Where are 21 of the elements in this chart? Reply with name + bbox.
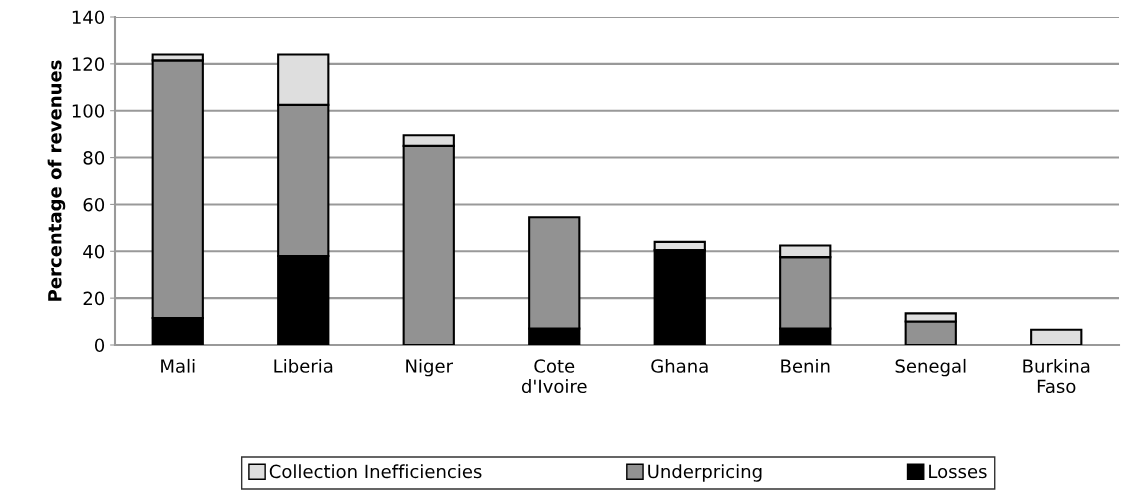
y-tick-label: 80 bbox=[83, 151, 105, 165]
bar bbox=[1030, 328, 1083, 345]
x-tick-label: Mali bbox=[161, 358, 195, 373]
y-tick-label: 60 bbox=[83, 197, 105, 212]
x-tick-label: Ghana bbox=[651, 358, 708, 373]
x-tick-label: Benin bbox=[781, 358, 830, 373]
legend-label: Losses bbox=[929, 464, 987, 479]
legend-label: Collection Inefficiencies bbox=[269, 464, 482, 479]
x-tick-label: Niger bbox=[406, 358, 454, 377]
y-tick-label: 40 bbox=[83, 244, 105, 259]
y-tick-label: 140 bbox=[72, 10, 105, 25]
y-tick-label: 20 bbox=[83, 291, 105, 306]
x-tick-label: Senegal bbox=[895, 358, 966, 377]
y-tick-label: 120 bbox=[72, 57, 105, 71]
y-axis-title: Percentage of revenues bbox=[47, 60, 66, 301]
x-tick-label: Cote d'Ivoire bbox=[521, 359, 587, 394]
legend-label: Underpricing bbox=[648, 464, 762, 482]
y-tick-label: 100 bbox=[72, 104, 105, 118]
x-tick-label: Burkina Faso bbox=[1023, 358, 1090, 394]
y-tick-label: 0 bbox=[94, 338, 105, 353]
x-tick-label: Liberia bbox=[274, 358, 333, 373]
